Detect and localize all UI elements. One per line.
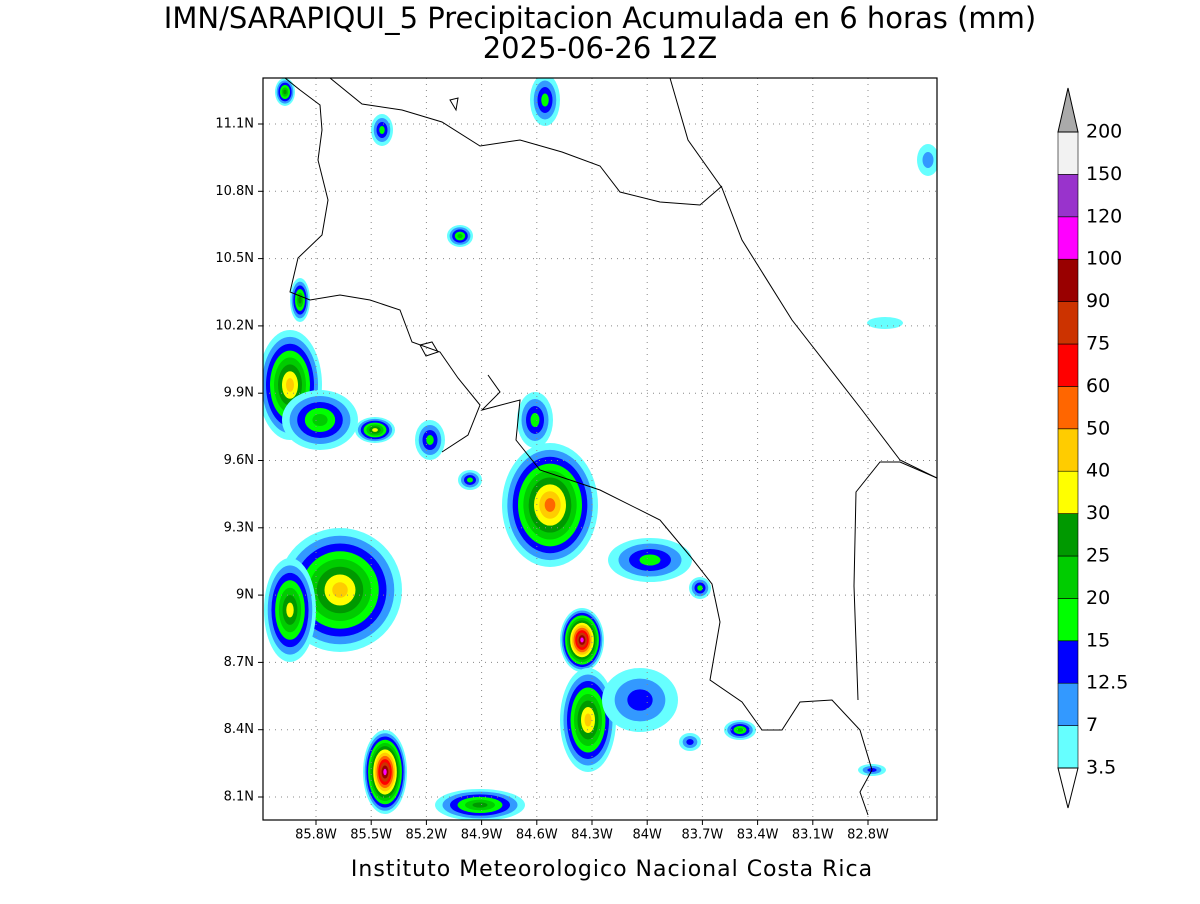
colorbar: 3.5 7 12.5 15 20 25 30 40 50 60 75 90 100 120 150 200 <box>1057 87 1128 809</box>
lon-label: 84.6W <box>516 828 558 843</box>
colorbar-segment <box>1057 216 1079 260</box>
precip-contour <box>298 296 302 304</box>
colorbar-label: 7 <box>1086 714 1098 736</box>
precip-contour <box>736 728 744 732</box>
colorbar-label: 60 <box>1086 375 1110 397</box>
colorbar-segment <box>1057 428 1079 472</box>
title: IMN/SARAPIQUI_5 Precipitacion Acumulada … <box>164 1 1036 35</box>
colorbar-segment <box>1057 513 1079 557</box>
colorbar-label: 100 <box>1086 248 1122 270</box>
precip-contour <box>867 317 903 329</box>
colorbar-segment <box>1057 598 1079 642</box>
lon-label: 82.8W <box>847 828 889 843</box>
caribbean-coast <box>669 78 937 479</box>
colorbar-over <box>1057 87 1079 133</box>
precip-contour <box>530 413 540 427</box>
colorbar-under <box>1057 767 1079 809</box>
lat-label: 9.6N <box>224 453 254 468</box>
islands <box>419 97 459 357</box>
pacific-coast <box>284 78 873 816</box>
lat-label: 9.3N <box>224 520 254 535</box>
lon-label: 84.9W <box>461 828 503 843</box>
precip-contour <box>580 637 584 643</box>
colorbar-label: 90 <box>1086 290 1110 312</box>
colorbar-segment <box>1057 555 1079 599</box>
colorbar-segment <box>1057 343 1079 387</box>
colorbar-label: 12.5 <box>1086 672 1128 694</box>
lat-label: 9N <box>236 588 254 603</box>
precip-contour <box>686 739 694 745</box>
lat-label: 10.5N <box>215 251 254 266</box>
colorbar-label: 30 <box>1086 502 1110 524</box>
precip-contour <box>372 428 378 432</box>
colorbar-segment <box>1057 131 1079 175</box>
colorbar-segment <box>1057 682 1079 726</box>
precip-contour <box>541 93 549 107</box>
precip-contour <box>697 585 703 591</box>
precip-contour <box>312 414 328 426</box>
colorbar-segment <box>1057 174 1079 218</box>
lon-label: 85.8W <box>295 828 337 843</box>
precip-contour <box>544 498 556 512</box>
subtitle: 2025-06-26 12Z <box>483 31 718 65</box>
footer: Instituto Meteorologico Nacional Costa R… <box>351 857 873 882</box>
colorbar-label: 20 <box>1086 587 1110 609</box>
precip-contour <box>426 435 434 445</box>
precip-contour <box>922 152 934 168</box>
colorbar-label: 25 <box>1086 545 1110 567</box>
colorbar-segment <box>1057 301 1079 345</box>
colorbar-label: 150 <box>1086 163 1122 185</box>
colorbar-segment <box>1057 470 1079 514</box>
lon-label: 84.3W <box>571 828 613 843</box>
grid: 85.8W 85.5W 85.2W 84.9W 84.6W 84.3W 84W 83.7W 83… <box>215 78 937 843</box>
border-south <box>853 461 937 701</box>
precip-contour <box>286 378 294 392</box>
precip-contour <box>467 477 473 483</box>
colorbar-label: 15 <box>1086 629 1110 651</box>
lon-label: 83.4W <box>737 828 779 843</box>
lon-label: 85.2W <box>405 828 447 843</box>
colorbar-segment <box>1057 725 1079 769</box>
precip-contour <box>379 126 385 134</box>
lat-label: 10.2N <box>215 318 254 333</box>
border-north <box>329 78 723 206</box>
colorbar-label: 3.5 <box>1086 757 1116 779</box>
precip-contour <box>332 582 348 598</box>
precip-contour <box>383 768 387 776</box>
map-frame <box>262 77 938 821</box>
precip-contour <box>627 689 653 711</box>
precip-contour <box>286 602 294 618</box>
coastlines <box>284 78 937 816</box>
lat-label: 10.8N <box>215 184 254 199</box>
lon-label: 83.7W <box>681 828 723 843</box>
colorbar-label: 75 <box>1086 333 1110 355</box>
colorbar-segment <box>1057 386 1079 430</box>
colorbar-label: 200 <box>1086 121 1122 143</box>
precip-contour <box>472 802 488 808</box>
lat-label: 9.9N <box>224 386 254 401</box>
lon-label: 84W <box>632 828 662 843</box>
lat-label: 8.7N <box>224 655 254 670</box>
precip-contour <box>639 554 661 566</box>
precip-contour <box>584 713 592 727</box>
colorbar-label: 120 <box>1086 205 1122 227</box>
colorbar-segment <box>1057 258 1079 302</box>
lat-label: 11.1N <box>215 117 254 132</box>
lon-label: 85.5W <box>350 828 392 843</box>
precip-contour <box>283 89 287 95</box>
colorbar-label: 40 <box>1086 460 1110 482</box>
lat-label: 8.1N <box>224 790 254 805</box>
lat-label: 8.4N <box>224 722 254 737</box>
colorbar-label: 50 <box>1086 417 1110 439</box>
colorbar-segment <box>1057 640 1079 684</box>
lon-label: 83.1W <box>792 828 834 843</box>
precip-contour <box>457 233 463 239</box>
precip-field <box>263 78 937 820</box>
